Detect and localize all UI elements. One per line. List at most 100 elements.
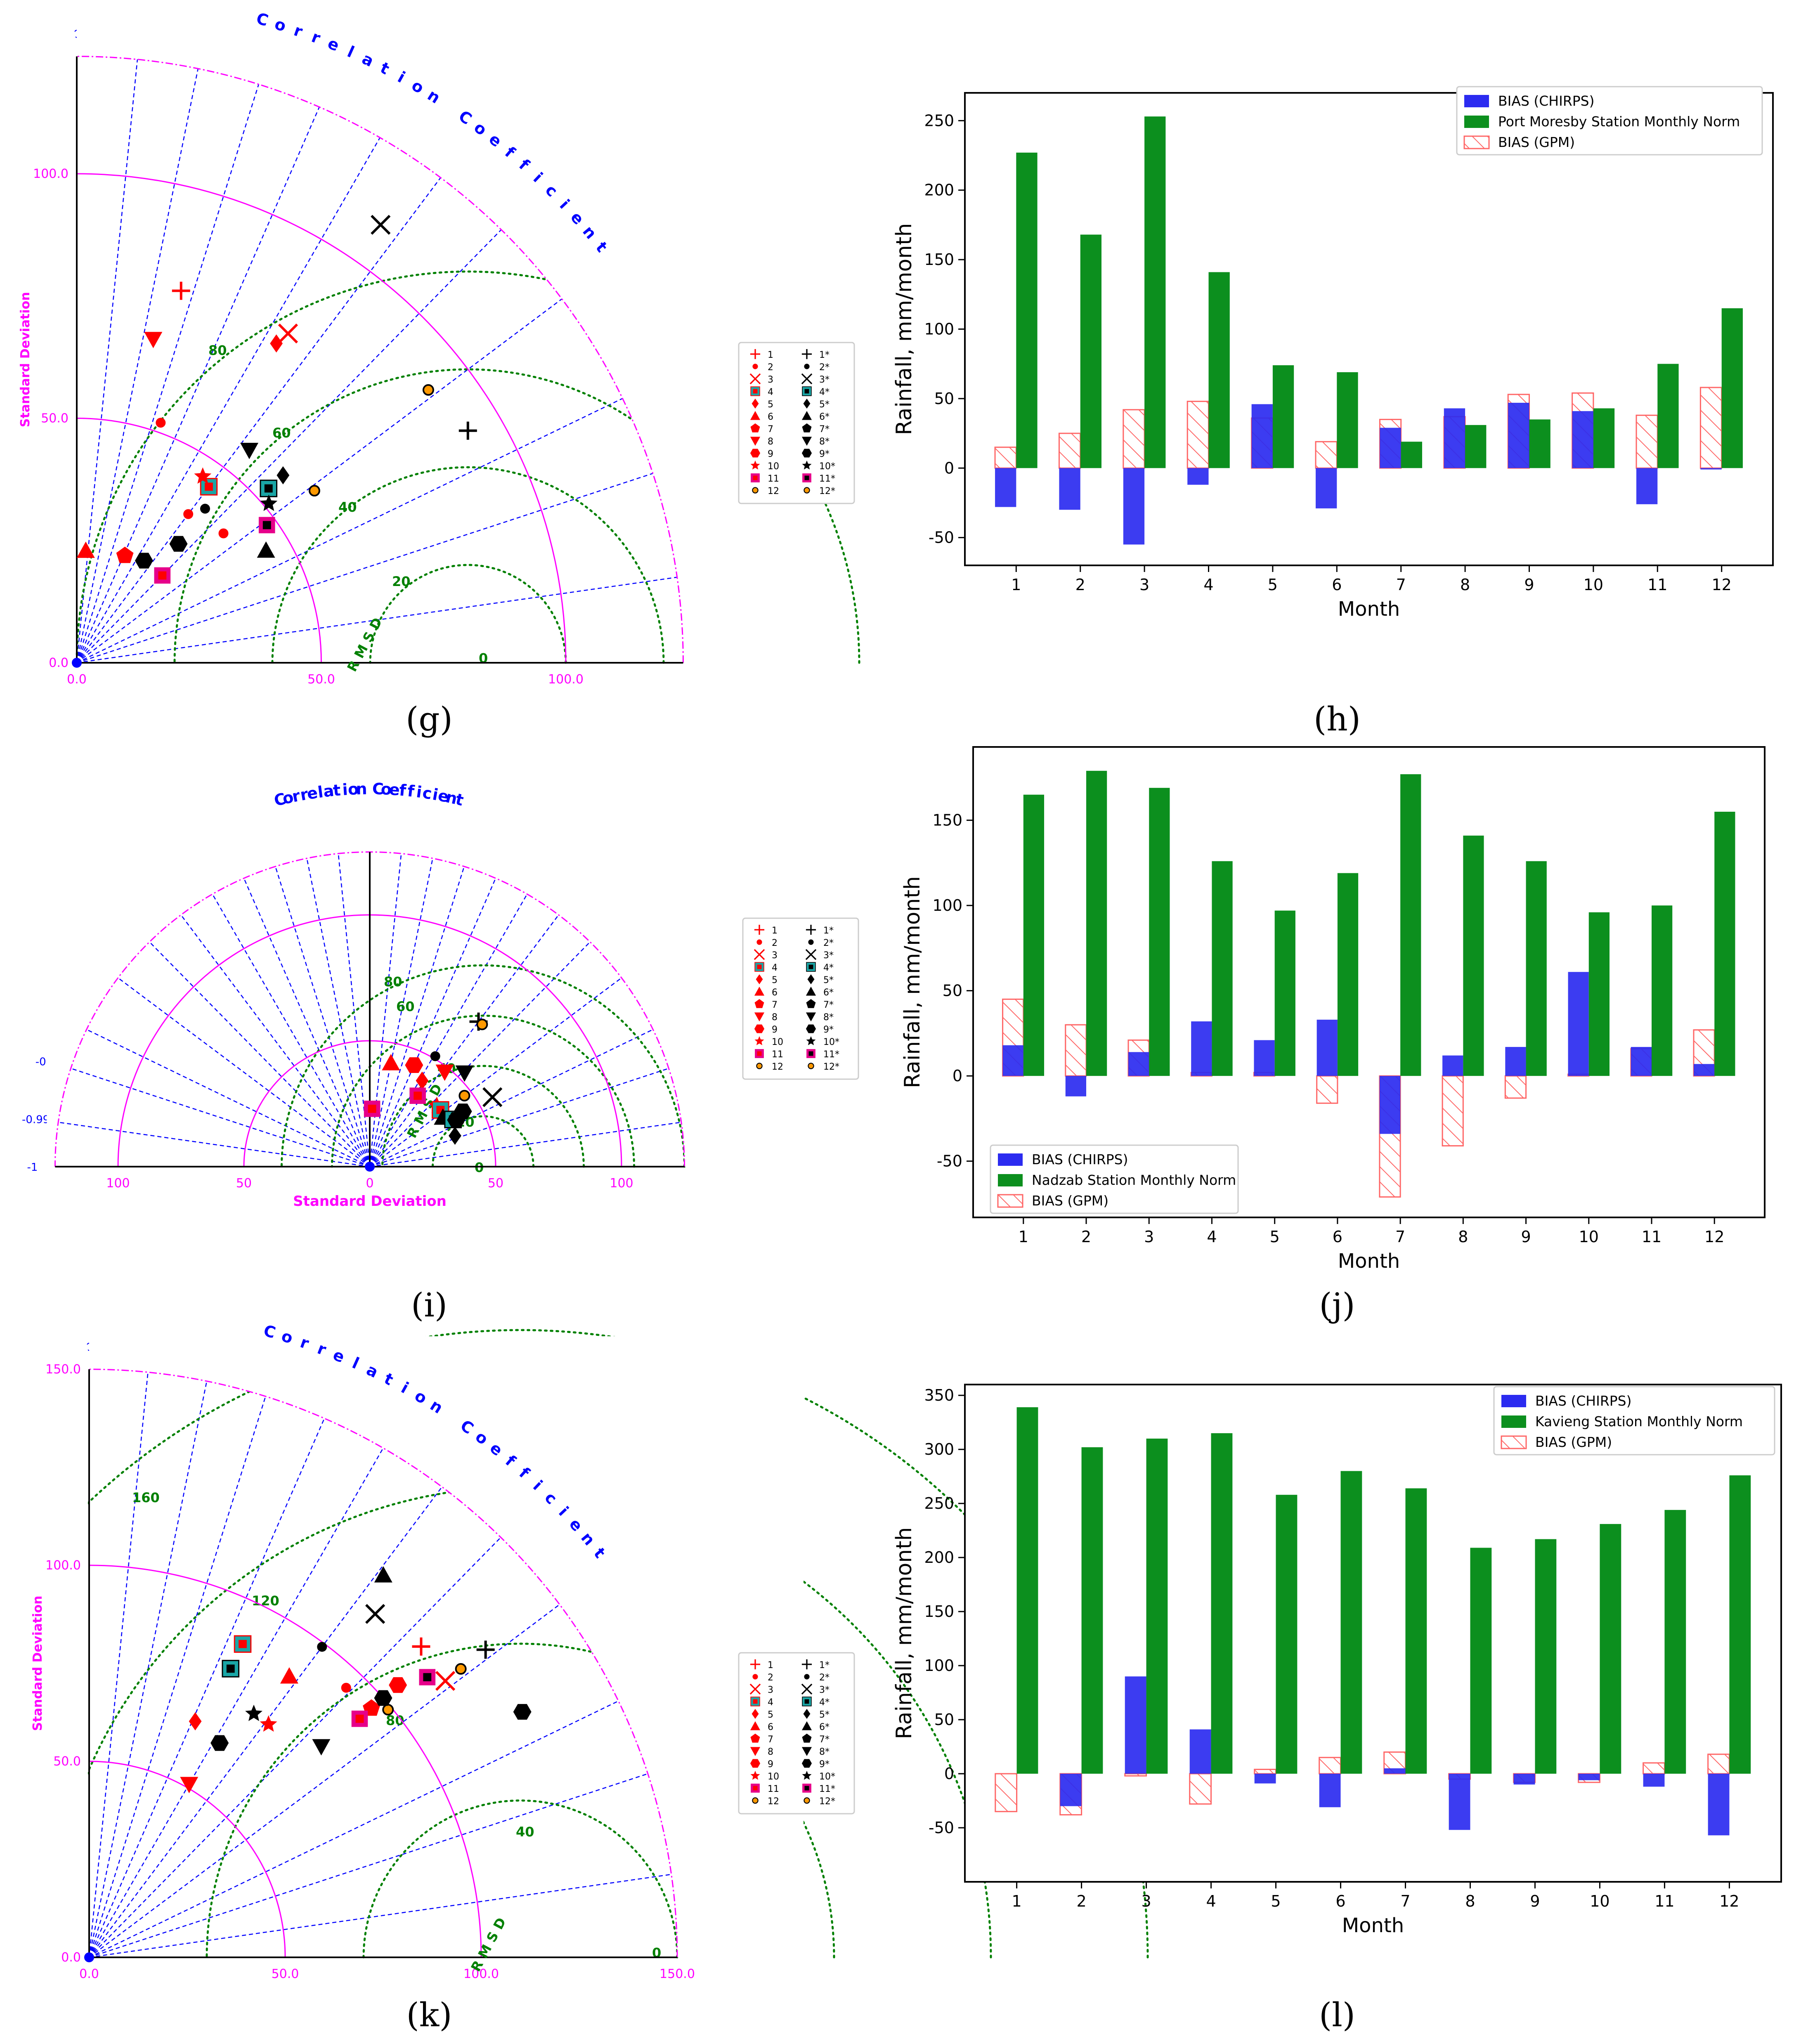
legend-label: 12* <box>819 486 835 496</box>
y-tick-label: 300 <box>924 1440 954 1458</box>
x-tick-label: 8 <box>1460 576 1470 594</box>
stddev-y-tick-label: 100.0 <box>45 1558 81 1573</box>
x-tick-label: 3 <box>1144 1228 1154 1246</box>
stddev-x-tick-label: 50 <box>236 1176 252 1191</box>
mask-below <box>0 664 700 788</box>
bar-station <box>1401 442 1422 468</box>
x-tick-label: 9 <box>1530 1892 1540 1910</box>
bar-station <box>1652 905 1673 1076</box>
data-marker <box>804 1674 810 1680</box>
legend-label: 12 <box>768 486 779 496</box>
legend-label: 2 <box>768 1673 773 1683</box>
correlation-line <box>89 1700 619 1958</box>
data-marker <box>750 449 761 458</box>
legend-label: 1* <box>823 926 834 936</box>
correlation-line <box>86 1029 370 1167</box>
data-marker <box>803 1708 811 1719</box>
x-tick-label: 9 <box>1524 576 1534 594</box>
bar-station <box>1470 1548 1492 1774</box>
data-marker <box>750 1759 761 1768</box>
data-marker <box>801 349 812 359</box>
legend-label: 12* <box>823 1062 839 1072</box>
bar-gpm <box>1504 1075 1527 1099</box>
legend-label: 1 <box>768 350 773 360</box>
bar-chirps <box>1568 972 1589 1076</box>
correlation-title-char: n <box>356 780 367 798</box>
stddev-axis-title: Standard Deviation <box>293 1193 447 1210</box>
correlation-line <box>89 1874 671 1958</box>
stddev-x-tick-label: 0.0 <box>79 1967 99 1981</box>
data-marker <box>801 373 813 385</box>
legend-label: 3* <box>819 1685 830 1695</box>
bar-gpm <box>1699 387 1723 469</box>
legend-label: 5* <box>823 975 834 985</box>
correlation-line <box>212 894 371 1167</box>
y-tick-label: 50 <box>934 390 954 408</box>
stddev-x-tick-label: 100 <box>106 1176 130 1191</box>
data-marker <box>754 924 765 935</box>
correlation-line <box>76 59 138 663</box>
outer-arc <box>76 56 684 663</box>
data-marker <box>257 541 275 558</box>
y-tick-label: 0 <box>944 459 954 477</box>
data-marker <box>803 398 811 409</box>
correlation-line <box>275 866 371 1167</box>
data-marker <box>239 1640 247 1648</box>
data-marker <box>752 1797 759 1804</box>
legend-label: 11 <box>772 1049 783 1060</box>
bar-chirps <box>1643 1774 1665 1787</box>
data-marker <box>382 1054 400 1070</box>
stddev-x-tick-label: 0.0 <box>67 672 87 687</box>
legend-label: 2 <box>768 362 773 373</box>
rmsd-arc <box>173 368 763 664</box>
correlation-line <box>71 1068 370 1167</box>
x-tick-label: 1 <box>1019 1228 1028 1246</box>
stddev-arc <box>89 1760 286 1958</box>
x-tick-label: 3 <box>1141 1892 1151 1910</box>
data-marker <box>172 281 190 300</box>
bar-gpm <box>994 447 1017 469</box>
legend-label: 4* <box>819 1697 830 1708</box>
rmsd-tick-label: 20 <box>392 574 411 589</box>
data-marker <box>808 1051 813 1056</box>
correlation-line <box>89 1537 501 1958</box>
data-marker <box>183 509 194 519</box>
legend-label: 5* <box>819 399 830 410</box>
data-marker <box>801 1759 812 1768</box>
legend-label: 11* <box>823 1049 839 1060</box>
data-marker <box>278 323 298 344</box>
data-marker <box>750 460 760 470</box>
legend-box <box>1493 1386 1775 1456</box>
data-marker <box>414 1092 422 1100</box>
x-tick-label: 4 <box>1206 1892 1216 1910</box>
legend-label: 4 <box>768 387 773 397</box>
data-marker <box>312 1739 331 1756</box>
data-marker <box>194 467 212 484</box>
x-tick-label: 2 <box>1075 576 1085 594</box>
x-axis-title: Month <box>1338 1250 1400 1273</box>
rmsd-tick-label: 60 <box>272 425 291 441</box>
bar-gpm <box>1315 441 1338 469</box>
rmsd-tick-label: 0 <box>479 650 488 666</box>
bar-chirps <box>1254 1774 1276 1784</box>
legend-swatch <box>1501 1415 1526 1428</box>
data-marker <box>808 1063 814 1069</box>
legend-swatch <box>1464 116 1489 128</box>
data-marker <box>749 1683 761 1695</box>
data-marker <box>804 389 809 394</box>
data-marker <box>757 1051 762 1056</box>
data-marker <box>806 924 816 935</box>
stddev-y-tick-label: 0.0 <box>49 656 69 670</box>
bar-station <box>1664 1510 1686 1774</box>
legend-label: 3* <box>819 375 830 385</box>
legend-label: 3 <box>772 950 778 961</box>
data-marker <box>806 1024 816 1033</box>
legend-label: BIAS (GPM) <box>1535 1434 1612 1450</box>
correlation-line <box>369 914 559 1167</box>
data-marker <box>455 1065 474 1082</box>
data-marker <box>802 460 812 470</box>
legend-label: 11 <box>768 1784 779 1794</box>
bar-chirps <box>1693 1064 1715 1076</box>
bar-gpm <box>1319 1757 1342 1775</box>
legend-label: 6* <box>819 1722 830 1732</box>
